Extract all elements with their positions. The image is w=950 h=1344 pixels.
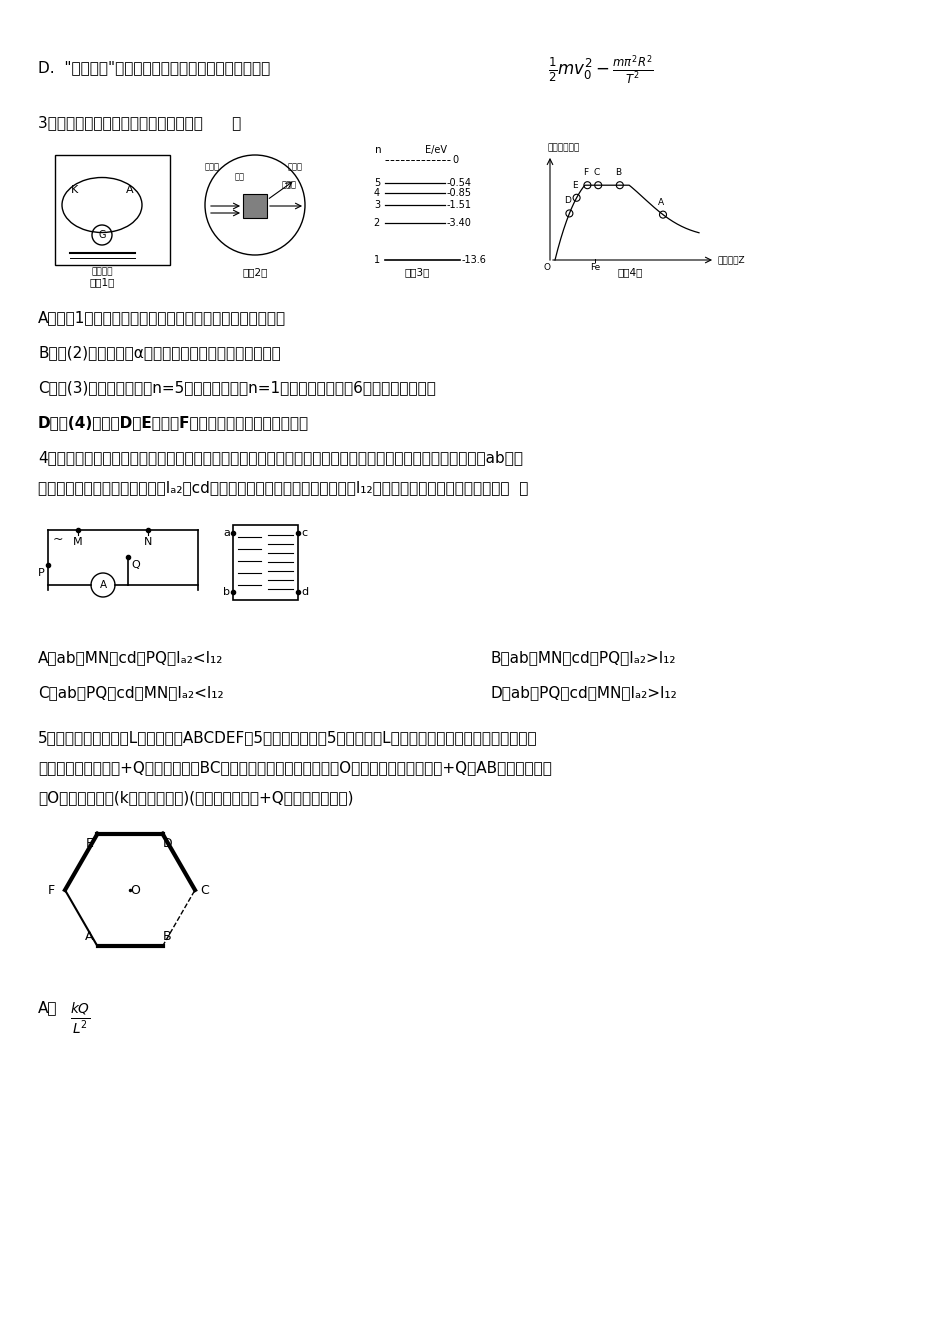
Text: M: M: [73, 538, 83, 547]
Text: E: E: [86, 837, 93, 851]
Text: 金箔: 金箔: [235, 172, 245, 181]
Text: B: B: [615, 168, 621, 177]
Text: -1.51: -1.51: [447, 200, 472, 210]
Bar: [233, 526, 298, 599]
Text: A: A: [86, 930, 94, 942]
Text: 正电。现将电荷量为+Q的点电荷置于BC中点，此时正六边形几何中心O点的场强为零。若移走+Q及AB边上的细棒，: 正电。现将电荷量为+Q的点电荷置于BC中点，此时正六边形几何中心O点的场强为零。…: [38, 759, 552, 775]
Text: 4、普通的交流电流表不能直接接在高压输电线路上测量电流，通常要通过电流互感器来连接，图中电流互感器ab一侧: 4、普通的交流电流表不能直接接在高压输电线路上测量电流，通常要通过电流互感器来连…: [38, 450, 523, 465]
Text: c: c: [301, 528, 307, 538]
Text: -0.54: -0.54: [447, 177, 472, 188]
Text: P: P: [38, 569, 45, 578]
Text: A: A: [658, 198, 664, 207]
Text: O: O: [130, 883, 140, 896]
Text: b: b: [223, 587, 230, 597]
Circle shape: [659, 211, 667, 218]
Circle shape: [573, 195, 580, 202]
Text: 0: 0: [452, 155, 458, 165]
Text: 则O点强度大小为(k为静电力常量)(不考虑绝缘棒及+Q之间的相互影响): 则O点强度大小为(k为静电力常量)(不考虑绝缘棒及+Q之间的相互影响): [38, 790, 353, 805]
Text: 图（4）: 图（4）: [618, 267, 643, 277]
Text: 图（1）: 图（1）: [89, 277, 115, 288]
Text: $\frac{kQ}{L^2}$: $\frac{kQ}{L^2}$: [70, 1000, 90, 1036]
Text: K: K: [71, 185, 79, 195]
Text: -3.40: -3.40: [447, 218, 472, 228]
Text: A．图（1）若将电源极性反接，电路中一定没有光电流产生: A．图（1）若将电源极性反接，电路中一定没有光电流产生: [38, 310, 286, 325]
Text: N: N: [143, 538, 152, 547]
Bar: [55, 155, 170, 265]
Text: 3、下列四幅图的有关说法中正确的是（      ）: 3、下列四幅图的有关说法中正确的是（ ）: [38, 116, 241, 130]
Text: 氢靶板: 氢靶板: [282, 180, 297, 190]
Text: n: n: [375, 145, 382, 155]
Text: 荧光屏: 荧光屏: [288, 163, 303, 172]
Bar: [243, 194, 267, 218]
Text: Q: Q: [131, 560, 140, 570]
Text: a: a: [223, 528, 230, 538]
Circle shape: [584, 181, 591, 188]
Text: D: D: [162, 837, 172, 851]
Text: 1: 1: [374, 255, 380, 265]
Text: C: C: [200, 883, 209, 896]
Text: A．ab接MN、cd接PQ，Iₐ₂<I₁₂: A．ab接MN、cd接PQ，Iₐ₂<I₁₂: [38, 650, 223, 665]
Text: E: E: [572, 181, 578, 190]
Text: C．ab接PQ、cd接MN，Iₐ₂<I₁₂: C．ab接PQ、cd接MN，Iₐ₂<I₁₂: [38, 685, 223, 700]
Text: G: G: [98, 230, 105, 241]
Text: A: A: [100, 581, 106, 590]
Text: 原子序数Z: 原子序数Z: [718, 255, 746, 265]
Text: -13.6: -13.6: [462, 255, 486, 265]
Text: A．: A．: [38, 1000, 58, 1015]
Text: E/eV: E/eV: [425, 145, 447, 155]
Circle shape: [566, 210, 573, 216]
Text: $\frac{1}{2}mv_0^2 - \frac{m\pi^2 R^2}{T^2}$: $\frac{1}{2}mv_0^2 - \frac{m\pi^2 R^2}{T…: [548, 54, 654, 87]
Text: 4: 4: [374, 188, 380, 198]
Text: 2: 2: [373, 218, 380, 228]
Text: D．ab接PQ、cd接MN，Iₐ₂>I₁₂: D．ab接PQ、cd接MN，Iₐ₂>I₁₂: [490, 685, 676, 700]
Text: O: O: [543, 263, 550, 271]
Text: F: F: [583, 168, 588, 177]
Text: D.  "太空刹车"过程中火箭发动机对嫦娥四号做的功为: D. "太空刹车"过程中火箭发动机对嫦娥四号做的功为: [38, 60, 270, 75]
Text: F: F: [48, 883, 54, 896]
Text: 图（3）: 图（3）: [405, 267, 429, 277]
Text: 图（2）: 图（2）: [242, 267, 268, 277]
Text: -0.85: -0.85: [447, 188, 472, 198]
Text: 核子平均质量: 核子平均质量: [548, 142, 580, 152]
Circle shape: [617, 181, 623, 188]
Text: Fe: Fe: [590, 263, 600, 271]
Text: 3: 3: [374, 200, 380, 210]
Text: D．图(4)原子核D、E结合成F时会有质量亏损，要释放能量: D．图(4)原子核D、E结合成F时会有质量亏损，要释放能量: [38, 415, 309, 430]
Text: C．图(3)一群氢原子处于n=5的激发态跃迁到n=1的基态最多能辐射6种不同频率的光子: C．图(3)一群氢原子处于n=5的激发态跃迁到n=1的基态最多能辐射6种不同频率…: [38, 380, 436, 395]
Text: A: A: [126, 185, 134, 195]
Text: 5、如图所示，边长为L的正六边形ABCDEF的5条边上分别放置5根长度也为L的相同绝缘细棒。每根细棒均匀带上: 5、如图所示，边长为L的正六边形ABCDEF的5条边上分别放置5根长度也为L的相…: [38, 730, 538, 745]
Text: B．图(2)卢瑟福通过α粒子散射实验提出了原子核的构成: B．图(2)卢瑟福通过α粒子散射实验提出了原子核的构成: [38, 345, 281, 360]
Text: ~: ~: [53, 534, 64, 546]
Text: 5: 5: [373, 177, 380, 188]
Text: 线圈的匝数较少，工作时电流为Iₐ₂，cd一侧线圈的匝数较多，工作时电流为I₁₂，为了使电流表能正常工作，则（  ）: 线圈的匝数较少，工作时电流为Iₐ₂，cd一侧线圈的匝数较多，工作时电流为I₁₂，…: [38, 480, 528, 495]
Text: 直流电源: 直流电源: [91, 267, 113, 276]
Text: 放射源: 放射源: [205, 163, 220, 172]
Text: B．ab接MN、cd接PQ，Iₐ₂>I₁₂: B．ab接MN、cd接PQ，Iₐ₂>I₁₂: [490, 650, 675, 665]
Text: B: B: [163, 930, 172, 942]
Text: D: D: [564, 196, 571, 206]
Text: C: C: [593, 168, 599, 177]
Circle shape: [595, 181, 601, 188]
Text: d: d: [301, 587, 308, 597]
